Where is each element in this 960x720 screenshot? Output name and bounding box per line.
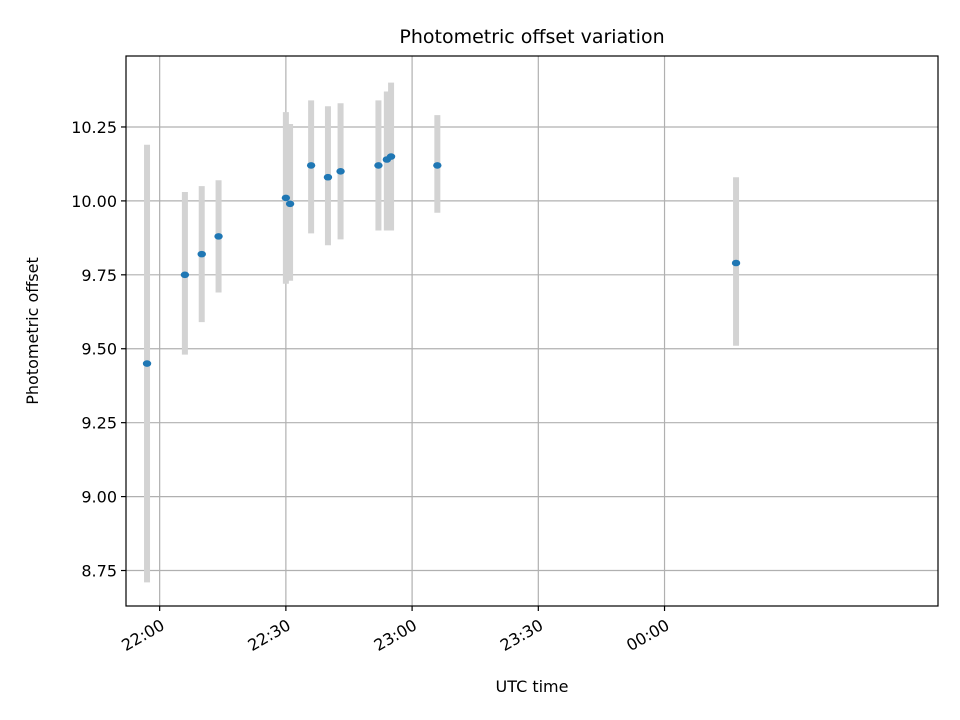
data-point (197, 250, 206, 258)
y-tick-label: 9.25 (81, 414, 117, 433)
y-tick-label: 9.50 (81, 340, 117, 359)
data-point (306, 162, 316, 169)
data-point (386, 153, 396, 160)
data-point (731, 259, 741, 267)
data-point (214, 233, 223, 240)
data-point (285, 200, 295, 208)
plot-area (126, 56, 938, 606)
data-point (433, 162, 442, 169)
data-point (281, 194, 291, 202)
plot-frame (125, 55, 939, 607)
data-point (142, 360, 152, 367)
x-axis-label: UTC time (496, 677, 569, 696)
data-point (180, 271, 190, 279)
data-point (336, 168, 345, 175)
y-tick-label: 9.00 (81, 488, 117, 507)
y-tick-label: 9.75 (81, 266, 117, 285)
data-points (142, 153, 741, 367)
y-tick-label: 10.00 (71, 192, 117, 211)
data-point (374, 162, 383, 169)
y-tick-label: 8.75 (81, 562, 117, 581)
data-point (323, 173, 333, 181)
y-axis-label: Photometric offset (23, 257, 42, 405)
y-tick-label: 10.25 (71, 118, 117, 137)
chart-title: Photometric offset variation (399, 26, 664, 48)
